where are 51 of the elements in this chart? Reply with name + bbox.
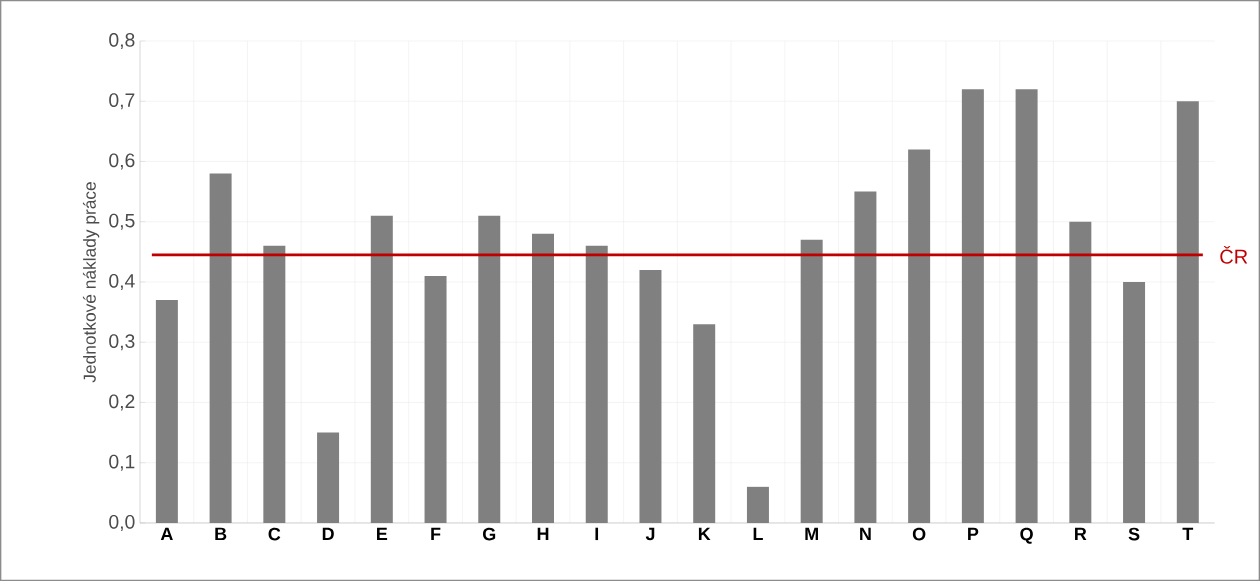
x-tick-label: T <box>1182 527 1194 541</box>
x-tick-label: G <box>483 527 496 541</box>
bar <box>263 245 286 523</box>
x-tick-label: I <box>595 527 599 541</box>
y-tick-label: 0,7 <box>109 93 135 110</box>
x-tick-label: F <box>431 527 441 541</box>
x-tick-label: N <box>860 527 871 541</box>
bar <box>1123 281 1146 523</box>
bar <box>1069 221 1092 523</box>
x-tick-label: K <box>698 527 711 541</box>
bar <box>585 245 608 523</box>
bar <box>424 275 447 523</box>
y-tick-label: 0,8 <box>109 32 135 49</box>
bar <box>639 269 662 523</box>
y-tick-label: 0,5 <box>109 213 135 230</box>
x-tick-label: S <box>1128 527 1140 541</box>
y-tick-label: 0,3 <box>109 334 135 351</box>
x-tick-label: E <box>377 527 388 541</box>
x-tick-label: R <box>1075 527 1087 541</box>
bar <box>854 191 877 523</box>
bar <box>155 300 178 523</box>
bar <box>908 149 931 523</box>
bar <box>209 173 232 523</box>
bar <box>961 89 984 523</box>
x-tick-label: A <box>160 527 173 541</box>
y-tick-label: 0,0 <box>109 514 135 531</box>
y-tick-label: 0,6 <box>109 153 135 170</box>
bar <box>1015 89 1038 523</box>
x-tick-label: J <box>645 527 655 541</box>
y-tick-label: 0,4 <box>109 273 135 290</box>
bar <box>370 215 393 523</box>
bar <box>532 233 555 523</box>
x-tick-label: D <box>322 527 334 541</box>
bar <box>746 486 769 523</box>
x-tick-label: M <box>805 527 818 541</box>
y-tick-label: 0,1 <box>109 454 135 471</box>
x-tick-label: C <box>268 527 281 541</box>
y-tick-label: 0,2 <box>109 394 135 411</box>
bar <box>478 215 501 523</box>
x-tick-label: O <box>912 527 926 541</box>
bar <box>317 432 340 523</box>
ref-line-label: ČR <box>1220 246 1248 264</box>
bar <box>1176 101 1199 523</box>
x-tick-label: H <box>537 527 549 541</box>
bar <box>800 239 823 523</box>
x-tick-label: B <box>215 527 227 541</box>
x-tick-label: L <box>753 527 763 541</box>
x-tick-label: Q <box>1020 527 1033 544</box>
x-tick-label: P <box>968 527 979 541</box>
y-axis-title: Jednotkové náklady práce <box>82 182 100 383</box>
bar <box>693 324 716 523</box>
